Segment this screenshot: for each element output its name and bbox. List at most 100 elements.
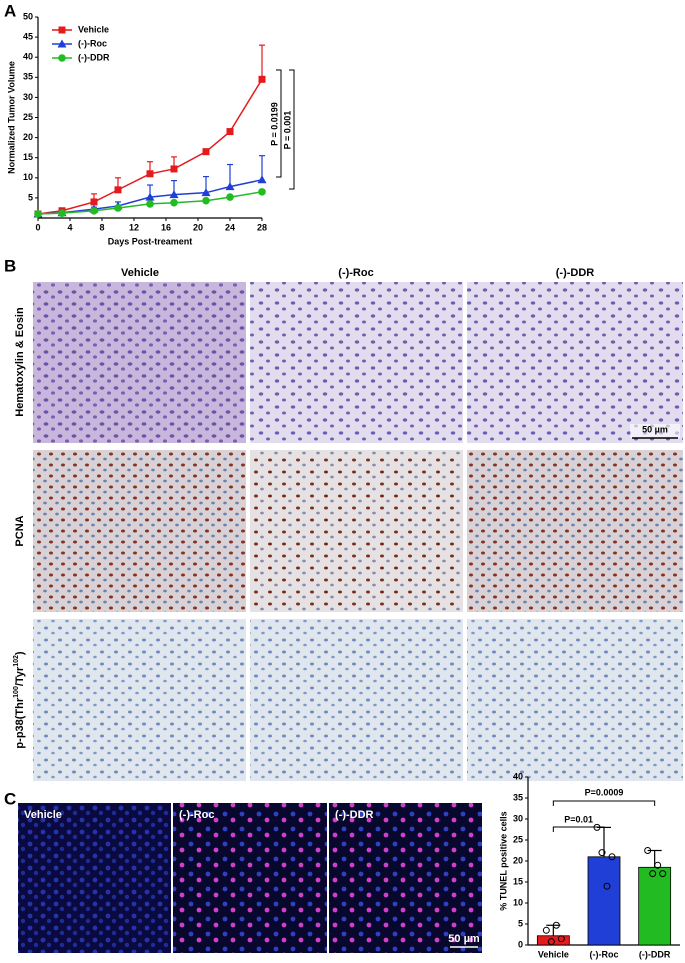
bar [587,856,621,946]
bracket [552,826,605,832]
legend-marker [58,26,66,34]
y-tick-label: 25 [23,112,33,122]
data-point [654,861,662,869]
image [33,619,246,781]
row-label: Hematoxylin & Eosin [14,307,26,417]
marker [145,192,155,201]
y-tick-label: 15 [513,876,523,886]
label-part: p-p38(Thr [14,697,26,748]
legend-marker [57,39,67,48]
y-tick-label: 35 [23,72,33,82]
image [467,619,683,781]
marker [225,182,235,191]
x-tick-label: (-)-DDR [639,949,671,959]
marker [90,198,98,206]
image [250,282,463,443]
image-label: Vehicle [24,809,62,821]
y-tick-label: 15 [23,152,33,162]
x-tick-label: 8 [99,222,104,232]
data-point [603,882,611,890]
y-tick-label: 20 [23,132,33,142]
marker [202,196,210,205]
y-tick-label: 40 [513,771,523,781]
marker [201,188,211,197]
marker [226,128,234,136]
image [33,282,246,443]
y-tick-label: 40 [23,52,33,62]
y-tick-label: 20 [513,855,523,865]
marker [114,204,122,212]
annotation: P=0.01 [564,814,593,824]
legend-label: Vehicle [78,24,109,34]
y-tick-label: 30 [513,813,523,823]
data-point [598,849,606,857]
marker [226,193,234,201]
marker [169,190,179,199]
superscript: 102 [13,655,20,667]
superscript: 100 [13,686,20,698]
scale-bar-label: 50 µm [448,933,480,945]
image [173,803,327,953]
y-tick-label: 30 [23,92,33,102]
image [467,282,683,443]
image [329,803,482,953]
x-tick-label: 28 [257,222,267,232]
annotation: P = 0.0199 [269,102,279,146]
data-point [552,921,560,929]
marker [170,198,178,207]
column-header: (-)-Roc [338,267,373,279]
panel-label: B [4,256,16,275]
x-tick-label: 4 [67,222,72,232]
data-point [542,926,550,934]
y-tick-label: 50 [23,11,33,21]
data-point [644,847,652,854]
marker [258,188,266,196]
row-label: PCNA [14,515,26,546]
legend-label: (-)-DDR [78,52,110,62]
x-tick-label: 24 [225,222,235,232]
image [250,619,463,781]
y-tick-label: 10 [23,172,33,182]
bracket [552,800,656,806]
marker [114,186,122,194]
image [250,450,463,612]
image [467,450,683,612]
row-label: p-p38(Thr100/Tyr102) [13,651,26,748]
image [18,803,171,953]
image [33,450,246,612]
bracket [289,69,295,190]
y-tick-label: 25 [513,834,523,844]
legend-label: (-)-Roc [78,38,107,48]
data-point [557,935,565,943]
data-point [547,938,555,946]
x-axis-title: Days Post-treament [108,236,193,246]
marker [90,206,98,215]
panel-label: A [4,1,16,20]
y-axis-title: Normalized Tumor Volume [6,61,16,174]
marker [34,210,42,218]
marker [257,175,267,184]
x-tick-label: (-)-Roc [590,949,619,959]
label-part: ) [14,651,26,655]
y-tick-label: 5 [28,192,33,202]
marker [146,170,154,178]
bar [638,866,672,946]
bracket [276,69,282,178]
annotation: P = 0.001 [282,111,292,150]
panel-label: C [4,789,16,808]
y-tick-label: 10 [513,897,523,907]
y-tick-label: 45 [23,31,33,41]
marker [202,148,210,156]
y-axis-title: % TUNEL positive cells [498,811,508,910]
x-tick-label: 16 [161,222,171,232]
y-tick-label: 35 [513,792,523,802]
histology-grid: Vehicle (-)-Roc (-)-DDR Hematoxylin & Eo… [13,267,683,781]
data-point [659,870,667,878]
y-tick-label: 0 [518,939,523,949]
marker [258,75,266,83]
label-part: /Tyr [14,666,26,686]
data-point [608,853,616,861]
image-label: (-)-Roc [179,809,214,821]
scale-bg [630,424,680,438]
